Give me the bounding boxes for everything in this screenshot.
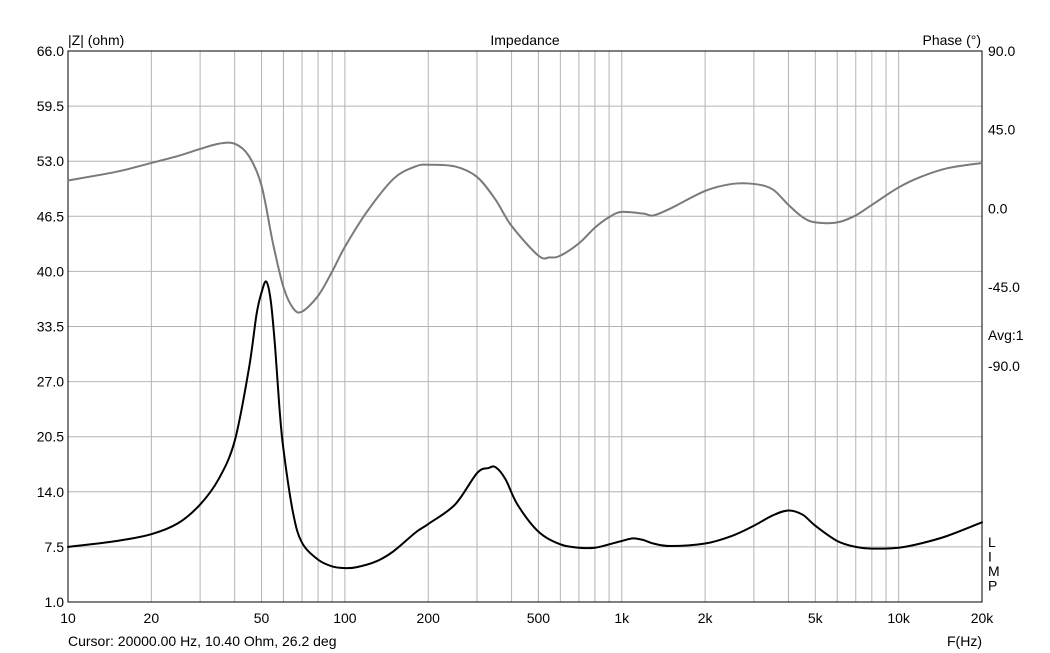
side-letter: M: [988, 563, 1000, 579]
left-tick-label: 1.0: [45, 594, 65, 610]
x-tick-label: 10k: [887, 610, 911, 626]
plot-frame: [67, 50, 983, 603]
left-axis-label: |Z| (ohm): [68, 32, 124, 48]
left-tick-label: 66.0: [37, 43, 64, 59]
x-tick-label: 50: [254, 610, 270, 626]
right-tick-label: 90.0: [988, 43, 1015, 59]
left-tick-label: 7.5: [45, 539, 65, 555]
labels: Impedance |Z| (ohm) Phase (°) Avg:1 Curs…: [68, 32, 1024, 649]
x-tick-label: 5k: [808, 610, 824, 626]
right-tick-label: -45.0: [988, 279, 1020, 295]
x-tick-label: 20k: [971, 610, 995, 626]
left-tick-label: 40.0: [37, 263, 64, 279]
x-tick-label: 500: [527, 610, 551, 626]
left-tick-label: 53.0: [37, 153, 64, 169]
side-letter: L: [988, 534, 996, 550]
x-tick-label: 20: [144, 610, 160, 626]
side-letter: I: [988, 549, 992, 565]
impedance-series-line: [67, 280, 983, 570]
left-tick-label: 46.5: [37, 208, 64, 224]
right-tick-label: 45.0: [988, 122, 1015, 138]
cursor-readout: Cursor: 20000.00 Hz, 10.40 Ohm, 26.2 deg: [68, 633, 337, 649]
x-tick-label: 10: [60, 610, 76, 626]
x-tick-label: 100: [333, 610, 357, 626]
right-tick-label: 0.0: [988, 200, 1008, 216]
grid: [68, 51, 982, 602]
x-tick-label: 1k: [614, 610, 630, 626]
left-tick-label: 20.5: [37, 429, 64, 445]
series-layer: [67, 141, 983, 570]
left-tick-label: 14.0: [37, 484, 64, 500]
left-tick-label: 27.0: [37, 374, 64, 390]
x-tick-label: 200: [417, 610, 441, 626]
tick-labels: 66.0 59.5 53.0 46.5 40.0 33.5 27.0 20.5 14.0 7.5 1…: [37, 43, 1020, 626]
chart-title: Impedance: [490, 32, 559, 48]
phase-series-line: [67, 141, 983, 314]
side-letter: P: [988, 578, 997, 594]
right-tick-label: -90.0: [988, 358, 1020, 374]
averaging-label: Avg:1: [988, 327, 1024, 343]
left-tick-label: 59.5: [37, 98, 64, 114]
x-tick-label: 2k: [698, 610, 714, 626]
right-axis-label: Phase (°): [922, 32, 981, 48]
left-tick-label: 33.5: [37, 319, 64, 335]
x-axis-label: F(Hz): [947, 633, 982, 649]
